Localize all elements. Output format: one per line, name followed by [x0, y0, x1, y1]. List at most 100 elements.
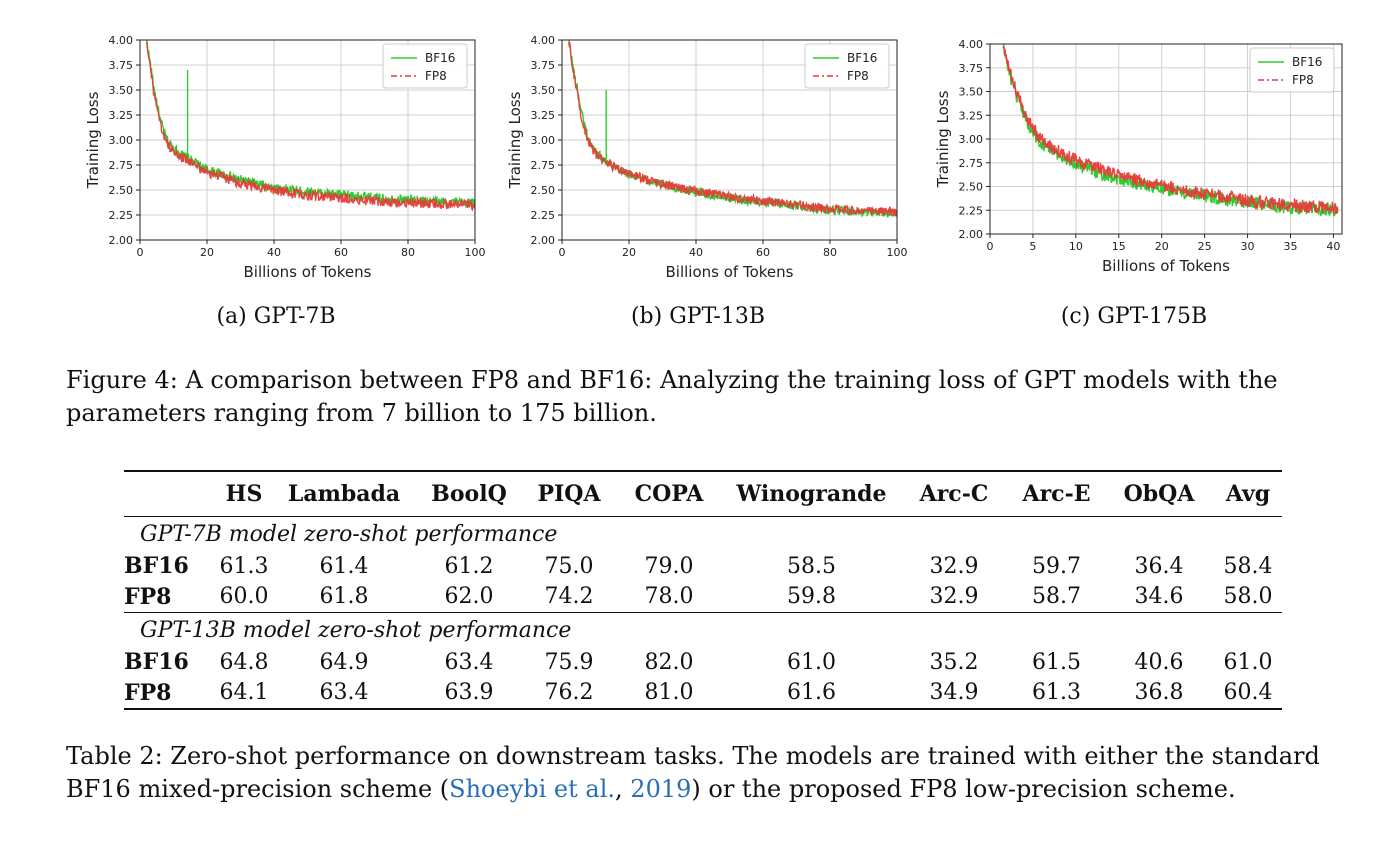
header-cell: Arc-E	[1022, 481, 1091, 507]
header-cell: COPA	[634, 481, 704, 507]
plot-frame	[561, 39, 898, 241]
x-tick-label: 5	[1029, 240, 1036, 253]
table-cell: 58.7	[1032, 584, 1081, 610]
x-tick-label: 40	[1326, 240, 1340, 253]
table-cell: 64.8	[219, 649, 269, 675]
y-tick-label: 4.00	[531, 34, 556, 47]
y-tick-label: 2.25	[109, 209, 134, 222]
x-tick-label: 20	[622, 246, 636, 259]
table-cell: 63.4	[444, 649, 494, 675]
y-axis-label: Training Loss	[84, 91, 102, 189]
x-tick-label: 20	[200, 246, 214, 259]
table-cell: 61.3	[219, 553, 269, 579]
table-cell: 40.6	[1134, 649, 1184, 675]
y-tick-label: 3.25	[959, 109, 984, 122]
table-cell: 58.5	[787, 553, 836, 579]
legend-box	[382, 43, 468, 89]
table-caption: Table 2: Zero-shot performance on downst…	[66, 740, 1366, 806]
legend-label-bf16: BF16	[1292, 55, 1322, 69]
table-caption-text: Table 2: Zero-shot performance on downst…	[66, 742, 1320, 803]
table-group-row: GPT-7B model zero-shot performance	[124, 517, 1282, 552]
x-tick-label: 35	[1283, 240, 1297, 253]
legend-label-fp8: FP8	[1292, 73, 1314, 87]
legend: BF16 FP8	[382, 43, 468, 89]
x-tick-label: 60	[756, 246, 770, 259]
table-cell: 64.9	[319, 649, 369, 675]
y-tick-label: 3.75	[109, 59, 134, 72]
y-tick-label: 2.50	[531, 184, 556, 197]
x-tick-label: 60	[334, 246, 348, 259]
table-cell: 36.4	[1134, 553, 1184, 579]
x-tick-label: 15	[1112, 240, 1126, 253]
group-title: GPT-13B model zero-shot performance	[140, 617, 572, 643]
y-tick-label: 4.00	[959, 38, 984, 51]
table-cell: 61.0	[1223, 649, 1273, 675]
x-tick-label: 80	[823, 246, 837, 259]
x-tick-label: 80	[401, 246, 415, 259]
row-label: BF16	[124, 649, 189, 676]
table-cell: 81.0	[644, 680, 694, 706]
series-line-fp8	[1002, 46, 1339, 215]
table-cell: 58.4	[1223, 553, 1273, 579]
y-tick-label: 3.25	[531, 109, 556, 122]
table-cell: 79.0	[644, 553, 694, 579]
table-row: BF16 64.8 64.9 63.4 75.9 82.0 61.0 35.2 61.5 40.6…	[124, 647, 1282, 678]
subcaption-c: (c) GPT-175B	[1060, 304, 1208, 329]
group-title: GPT-7B model zero-shot performance	[140, 521, 558, 547]
table-cell: 62.0	[444, 584, 494, 610]
citation-author-link[interactable]: Shoeybi et al.	[449, 775, 616, 803]
table-cell: 61.5	[1032, 649, 1081, 675]
table-cell: 35.2	[929, 649, 979, 675]
legend-label-bf16: BF16	[847, 51, 877, 65]
table-cell: 60.4	[1223, 680, 1273, 706]
table-cell: 61.6	[787, 680, 836, 706]
legend-label-fp8: FP8	[425, 69, 447, 83]
y-axis-label: Training Loss	[934, 90, 952, 188]
table-cell: 78.0	[644, 584, 694, 610]
table-cell: 63.4	[319, 680, 369, 706]
y-tick-label: 2.25	[531, 209, 556, 222]
y-tick-label: 3.00	[109, 134, 134, 147]
subcaption-a: (a) GPT-7B	[216, 304, 336, 329]
row-label: FP8	[124, 583, 172, 610]
x-tick-label: 40	[267, 246, 281, 259]
table-cell: 34.9	[929, 680, 979, 706]
y-tick-label: 3.50	[959, 86, 984, 99]
subcaption-b: (b) GPT-13B	[630, 304, 766, 329]
citation-year-link[interactable]: 2019	[630, 775, 692, 803]
header-cell-empty	[124, 471, 214, 517]
table-header-row: HS Lambada BoolQ PIQA COPA Winogrande Arc-C Arc…	[124, 471, 1282, 517]
y-tick-label: 2.75	[531, 159, 556, 172]
table-cell: 75.9	[544, 649, 594, 675]
legend-box	[804, 43, 890, 89]
y-tick-label: 3.50	[109, 84, 134, 97]
figure-4: 2.00 2.25 2.50 2.75 3.00 3.25 3.50 3.75 4.00 0 20 4…	[0, 0, 1400, 350]
table-cell: 59.7	[1032, 553, 1081, 579]
legend-label-fp8: FP8	[847, 69, 869, 83]
x-tick-label: 20	[1155, 240, 1169, 253]
table-cell: 34.6	[1134, 584, 1184, 610]
chart-gpt-7b: 2.00 2.25 2.50 2.75 3.00 3.25 3.50 3.75 4.00 0 20 4…	[84, 34, 486, 281]
row-label: BF16	[124, 553, 189, 580]
table-cell: 36.8	[1134, 680, 1184, 706]
x-tick-label: 25	[1198, 240, 1212, 253]
x-axis-label: Billions of Tokens	[244, 263, 372, 281]
table-cell: 63.9	[444, 680, 494, 706]
header-cell: HS	[225, 481, 263, 507]
series-line-fp8	[146, 41, 475, 212]
legend-label-bf16: BF16	[425, 51, 455, 65]
x-tick-label: 40	[689, 246, 703, 259]
table-cell: 32.9	[929, 584, 979, 610]
y-tick-label: 2.00	[109, 234, 134, 247]
table-cell: 76.2	[544, 680, 594, 706]
y-tick-label: 2.50	[109, 184, 134, 197]
table-group-row: GPT-13B model zero-shot performance	[124, 612, 1282, 648]
grid	[139, 39, 476, 241]
y-tick-label: 3.75	[531, 59, 556, 72]
table-cell: 75.0	[544, 553, 594, 579]
table-cell: 82.0	[644, 649, 694, 675]
x-tick-label: 10	[1069, 240, 1083, 253]
x-axis-label: Billions of Tokens	[666, 263, 794, 281]
table-cell: 61.2	[444, 553, 494, 579]
results-table: HS Lambada BoolQ PIQA COPA Winogrande Arc-C Arc…	[124, 470, 1282, 710]
